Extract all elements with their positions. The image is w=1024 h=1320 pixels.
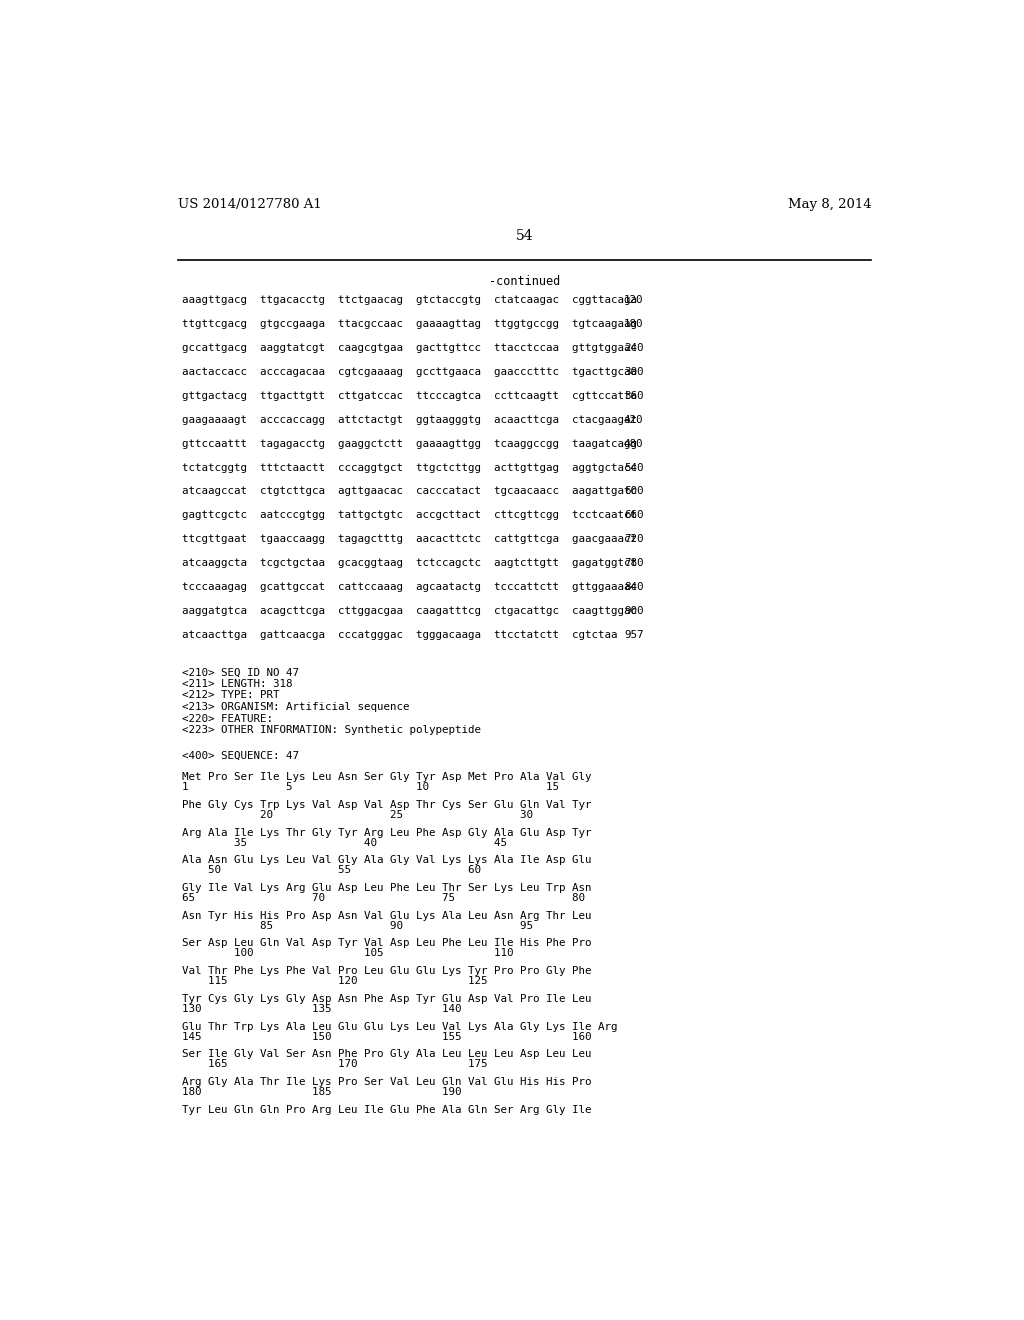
Text: ttcgttgaat  tgaaccaagg  tagagctttg  aacacttctc  cattgttcga  gaacgaaact: ttcgttgaat tgaaccaagg tagagctttg aacactt… (182, 535, 637, 544)
Text: aactaccacc  acccagacaa  cgtcgaaaag  gccttgaaca  gaaccctttc  tgacttgcaa: aactaccacc acccagacaa cgtcgaaaag gccttga… (182, 367, 637, 378)
Text: aaggatgtca  acagcttcga  cttggacgaa  caagatttcg  ctgacattgc  caagttggac: aaggatgtca acagcttcga cttggacgaa caagatt… (182, 606, 637, 615)
Text: Glu Thr Trp Lys Ala Leu Glu Glu Lys Leu Val Lys Ala Gly Lys Ile Arg: Glu Thr Trp Lys Ala Leu Glu Glu Lys Leu … (182, 1022, 617, 1031)
Text: Asn Tyr His His Pro Asp Asn Val Glu Lys Ala Leu Asn Arg Thr Leu: Asn Tyr His His Pro Asp Asn Val Glu Lys … (182, 911, 592, 920)
Text: atcaacttga  gattcaacga  cccatgggac  tgggacaaga  ttcctatctt  cgtctaa: atcaacttga gattcaacga cccatgggac tgggaca… (182, 630, 617, 640)
Text: gttccaattt  tagagacctg  gaaggctctt  gaaaagttgg  tcaaggccgg  taagatcagg: gttccaattt tagagacctg gaaggctctt gaaaagt… (182, 438, 637, 449)
Text: gaagaaaagt  acccaccagg  attctactgt  ggtaagggtg  acaacttcga  ctacgaagat: gaagaaaagt acccaccagg attctactgt ggtaagg… (182, 414, 637, 425)
Text: ttgttcgacg  gtgccgaaga  ttacgccaac  gaaaagttag  ttggtgccgg  tgtcaagaag: ttgttcgacg gtgccgaaga ttacgccaac gaaaagt… (182, 319, 637, 329)
Text: Ala Asn Glu Lys Leu Val Gly Ala Gly Val Lys Lys Ala Ile Asp Glu: Ala Asn Glu Lys Leu Val Gly Ala Gly Val … (182, 855, 592, 865)
Text: tcccaaagag  gcattgccat  cattccaaag  agcaatactg  tcccattctt  gttggaaaac: tcccaaagag gcattgccat cattccaaag agcaata… (182, 582, 637, 591)
Text: gttgactacg  ttgacttgtt  cttgatccac  ttcccagtca  ccttcaagtt  cgttccatta: gttgactacg ttgacttgtt cttgatccac ttcccag… (182, 391, 637, 401)
Text: 900: 900 (624, 606, 643, 615)
Text: <220> FEATURE:: <220> FEATURE: (182, 714, 273, 723)
Text: 720: 720 (624, 535, 643, 544)
Text: 660: 660 (624, 511, 643, 520)
Text: 480: 480 (624, 438, 643, 449)
Text: 54: 54 (516, 230, 534, 243)
Text: gccattgacg  aaggtatcgt  caagcgtgaa  gacttgttcc  ttacctccaa  gttgtggaac: gccattgacg aaggtatcgt caagcgtgaa gacttgt… (182, 343, 637, 354)
Text: 35                  40                  45: 35 40 45 (182, 838, 507, 847)
Text: Arg Gly Ala Thr Ile Lys Pro Ser Val Leu Gln Val Glu His His Pro: Arg Gly Ala Thr Ile Lys Pro Ser Val Leu … (182, 1077, 592, 1086)
Text: <212> TYPE: PRT: <212> TYPE: PRT (182, 690, 280, 701)
Text: atcaaggcta  tcgctgctaa  gcacggtaag  tctccagctc  aagtcttgtt  gagatggtct: atcaaggcta tcgctgctaa gcacggtaag tctccag… (182, 558, 637, 568)
Text: 130                 135                 140: 130 135 140 (182, 1003, 462, 1014)
Text: Gly Ile Val Lys Arg Glu Asp Leu Phe Leu Thr Ser Lys Leu Trp Asn: Gly Ile Val Lys Arg Glu Asp Leu Phe Leu … (182, 883, 592, 892)
Text: 65                  70                  75                  80: 65 70 75 80 (182, 892, 586, 903)
Text: 180                 185                 190: 180 185 190 (182, 1088, 462, 1097)
Text: Arg Ala Ile Lys Thr Gly Tyr Arg Leu Phe Asp Gly Ala Glu Asp Tyr: Arg Ala Ile Lys Thr Gly Tyr Arg Leu Phe … (182, 828, 592, 837)
Text: tctatcggtg  tttctaactt  cccaggtgct  ttgctcttgg  acttgttgag  aggtgctacc: tctatcggtg tttctaactt cccaggtgct ttgctct… (182, 462, 637, 473)
Text: 85                  90                  95: 85 90 95 (182, 921, 534, 931)
Text: 20                  25                  30: 20 25 30 (182, 810, 534, 820)
Text: 540: 540 (624, 462, 643, 473)
Text: May 8, 2014: May 8, 2014 (787, 198, 871, 211)
Text: 840: 840 (624, 582, 643, 591)
Text: <211> LENGTH: 318: <211> LENGTH: 318 (182, 678, 293, 689)
Text: Phe Gly Cys Trp Lys Val Asp Val Asp Thr Cys Ser Glu Gln Val Tyr: Phe Gly Cys Trp Lys Val Asp Val Asp Thr … (182, 800, 592, 809)
Text: 180: 180 (624, 319, 643, 329)
Text: 50                  55                  60: 50 55 60 (182, 866, 481, 875)
Text: 1               5                   10                  15: 1 5 10 15 (182, 781, 559, 792)
Text: atcaagccat  ctgtcttgca  agttgaacac  cacccatact  tgcaacaacc  aagattgatc: atcaagccat ctgtcttgca agttgaacac cacccat… (182, 487, 637, 496)
Text: 115                 120                 125: 115 120 125 (182, 977, 487, 986)
Text: 300: 300 (624, 367, 643, 378)
Text: 957: 957 (624, 630, 643, 640)
Text: Ser Asp Leu Gln Val Asp Tyr Val Asp Leu Phe Leu Ile His Phe Pro: Ser Asp Leu Gln Val Asp Tyr Val Asp Leu … (182, 939, 592, 948)
Text: <223> OTHER INFORMATION: Synthetic polypeptide: <223> OTHER INFORMATION: Synthetic polyp… (182, 725, 481, 735)
Text: 145                 150                 155                 160: 145 150 155 160 (182, 1032, 592, 1041)
Text: <210> SEQ ID NO 47: <210> SEQ ID NO 47 (182, 668, 299, 677)
Text: aaagttgacg  ttgacacctg  ttctgaacag  gtctaccgtg  ctatcaagac  cggttacaga: aaagttgacg ttgacacctg ttctgaacag gtctacc… (182, 296, 637, 305)
Text: Met Pro Ser Ile Lys Leu Asn Ser Gly Tyr Asp Met Pro Ala Val Gly: Met Pro Ser Ile Lys Leu Asn Ser Gly Tyr … (182, 772, 592, 781)
Text: 165                 170                 175: 165 170 175 (182, 1059, 487, 1069)
Text: 420: 420 (624, 414, 643, 425)
Text: <400> SEQUENCE: 47: <400> SEQUENCE: 47 (182, 751, 299, 760)
Text: 100                 105                 110: 100 105 110 (182, 949, 514, 958)
Text: US 2014/0127780 A1: US 2014/0127780 A1 (178, 198, 323, 211)
Text: Tyr Leu Gln Gln Pro Arg Leu Ile Glu Phe Ala Gln Ser Arg Gly Ile: Tyr Leu Gln Gln Pro Arg Leu Ile Glu Phe … (182, 1105, 592, 1114)
Text: 120: 120 (624, 296, 643, 305)
Text: gagttcgctc  aatcccgtgg  tattgctgtc  accgcttact  cttcgttcgg  tcctcaatct: gagttcgctc aatcccgtgg tattgctgtc accgctt… (182, 511, 637, 520)
Text: -continued: -continued (489, 276, 560, 289)
Text: Val Thr Phe Lys Phe Val Pro Leu Glu Glu Lys Tyr Pro Pro Gly Phe: Val Thr Phe Lys Phe Val Pro Leu Glu Glu … (182, 966, 592, 975)
Text: <213> ORGANISM: Artificial sequence: <213> ORGANISM: Artificial sequence (182, 702, 410, 711)
Text: 600: 600 (624, 487, 643, 496)
Text: 780: 780 (624, 558, 643, 568)
Text: 240: 240 (624, 343, 643, 354)
Text: 360: 360 (624, 391, 643, 401)
Text: Tyr Cys Gly Lys Gly Asp Asn Phe Asp Tyr Glu Asp Val Pro Ile Leu: Tyr Cys Gly Lys Gly Asp Asn Phe Asp Tyr … (182, 994, 592, 1003)
Text: Ser Ile Gly Val Ser Asn Phe Pro Gly Ala Leu Leu Leu Asp Leu Leu: Ser Ile Gly Val Ser Asn Phe Pro Gly Ala … (182, 1049, 592, 1059)
